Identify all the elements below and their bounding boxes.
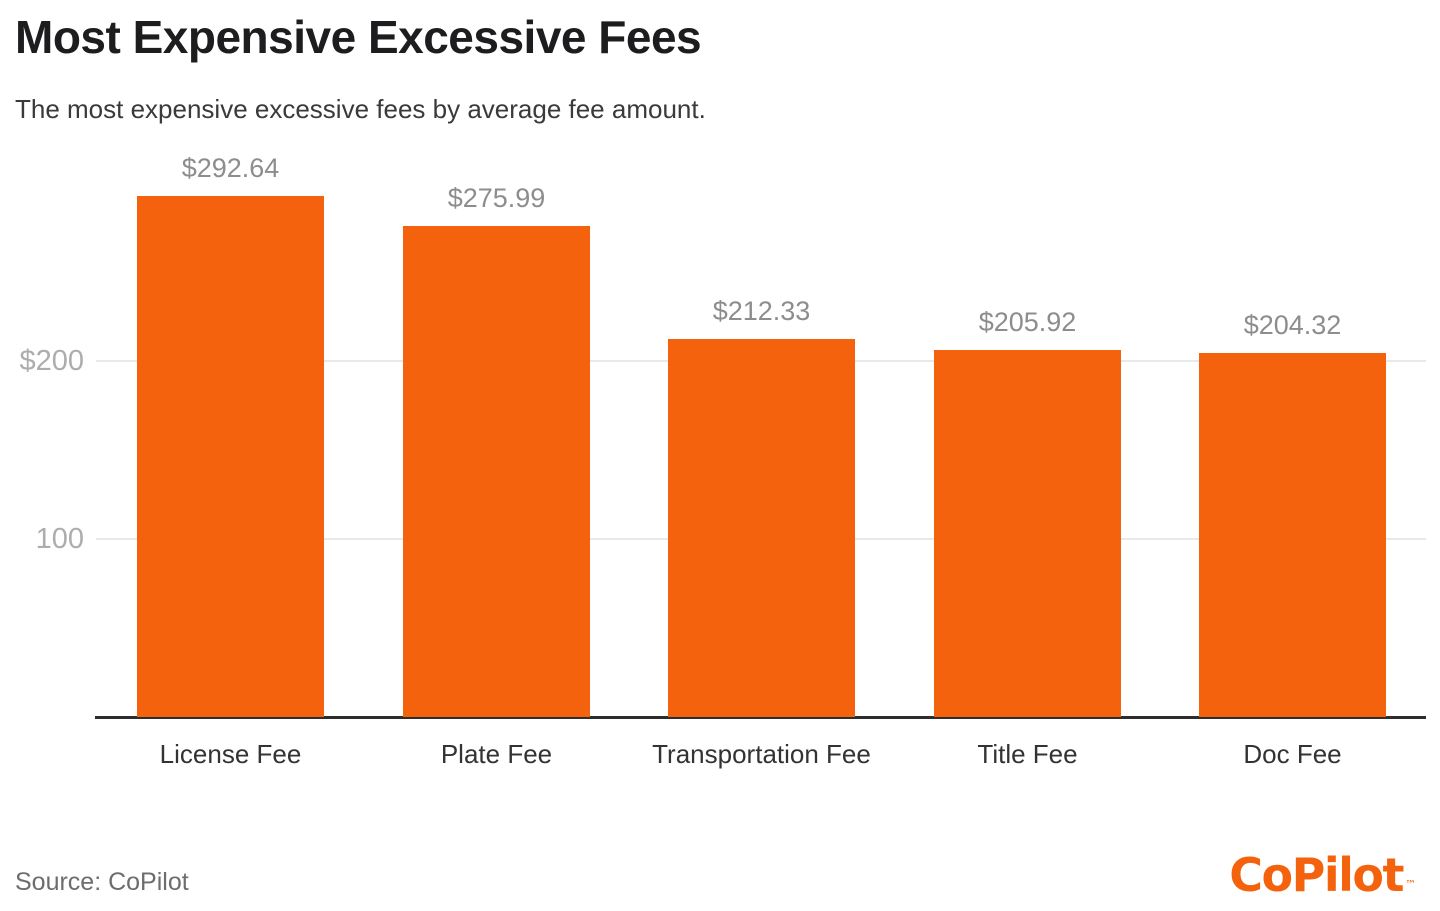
bar-value-label: $292.64 <box>181 153 280 183</box>
bar-value-label: $205.92 <box>978 307 1077 337</box>
y-axis-tick-label: $200 <box>19 345 84 377</box>
trademark-symbol: ™ <box>1405 878 1416 891</box>
copilot-logo: CoPilot ™ <box>1229 848 1416 902</box>
source-note: Source: CoPilot <box>15 868 189 896</box>
bar-value-label: $204.32 <box>1243 310 1342 340</box>
x-axis-category-label: Doc Fee <box>1243 739 1342 769</box>
x-axis-line <box>95 716 1426 719</box>
bar <box>403 226 590 717</box>
chart-title: Most Expensive Excessive Fees <box>15 11 702 63</box>
bar-value-label: $275.99 <box>447 183 546 213</box>
chart-subtitle: The most expensive excessive fees by ave… <box>15 94 706 124</box>
x-axis-category-label: License Fee <box>159 739 302 769</box>
x-axis-category-label: Plate Fee <box>440 739 553 769</box>
bar <box>668 339 855 717</box>
copilot-logo-text: CoPilot <box>1229 848 1404 902</box>
bar <box>137 196 324 717</box>
bar <box>1199 353 1386 717</box>
bar <box>934 350 1121 717</box>
bar-value-label: $212.33 <box>712 296 811 326</box>
x-axis-category-label: Title Fee <box>977 739 1078 769</box>
x-axis-category-label: Transportation Fee <box>652 739 871 769</box>
y-axis-tick-label: 100 <box>35 523 84 555</box>
